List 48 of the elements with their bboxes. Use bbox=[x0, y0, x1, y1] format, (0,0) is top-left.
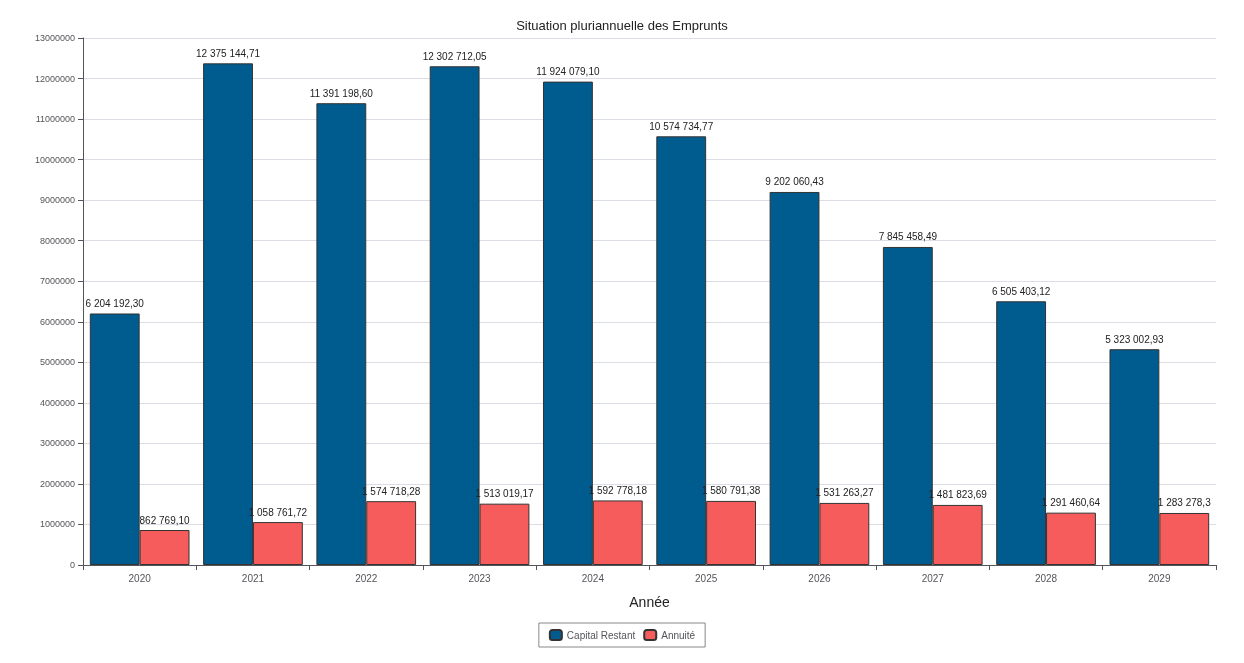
data-label: 1 531 263,27 bbox=[815, 487, 875, 499]
data-label: 1 580 791,38 bbox=[701, 485, 761, 497]
x-tick-label: 2028 bbox=[1034, 572, 1058, 584]
y-tick-label: 8000000 bbox=[39, 235, 75, 246]
y-tick-label: 6000000 bbox=[39, 316, 75, 327]
data-label: 1 574 718,28 bbox=[361, 485, 421, 497]
data-label: 1 481 823,69 bbox=[928, 489, 988, 501]
data-label: 1 283 278,3 bbox=[1157, 497, 1212, 509]
y-tick-label: 12000000 bbox=[34, 73, 75, 84]
data-label: 5 323 002,93 bbox=[1105, 333, 1165, 345]
data-label: 11 391 198,60 bbox=[309, 87, 374, 99]
chart-title: Situation pluriannuelle des Emprunts bbox=[516, 18, 729, 33]
x-tick-label: 2020 bbox=[128, 572, 152, 584]
y-tick-label: 10000000 bbox=[34, 154, 75, 165]
x-tick-label: 2024 bbox=[581, 572, 605, 584]
data-label: 6 204 192,30 bbox=[85, 297, 145, 309]
data-label: 7 845 458,49 bbox=[878, 231, 938, 243]
x-tick-label: 2022 bbox=[355, 572, 378, 584]
y-tick-label: 5000000 bbox=[39, 357, 75, 368]
x-tick-label: 2023 bbox=[468, 572, 492, 584]
data-label: 10 574 734,77 bbox=[649, 120, 714, 132]
data-label: 9 202 060,43 bbox=[765, 176, 825, 188]
data-label: 1 513 019,17 bbox=[475, 488, 535, 500]
y-tick-label: 0 bbox=[69, 560, 75, 570]
data-label: 12 302 712,05 bbox=[422, 50, 488, 62]
x-tick-label: 2025 bbox=[695, 572, 718, 584]
x-tick-label: 2026 bbox=[808, 572, 832, 584]
data-label: 1 058 761,72 bbox=[248, 506, 308, 518]
y-tick-label: 2000000 bbox=[39, 478, 75, 489]
data-label: 1 291 460,64 bbox=[1041, 497, 1101, 509]
x-tick-label: 2029 bbox=[1148, 572, 1171, 584]
y-tick-label: 3000000 bbox=[39, 438, 75, 449]
x-tick-label: 2027 bbox=[921, 572, 945, 584]
legend-label: Annuité bbox=[661, 629, 696, 641]
data-label: 862 769,10 bbox=[139, 514, 191, 526]
y-tick-label: 9000000 bbox=[39, 195, 75, 206]
data-label: 1 592 778,18 bbox=[588, 484, 648, 496]
data-label: 11 924 079,10 bbox=[536, 66, 600, 78]
y-tick-label: 7000000 bbox=[39, 276, 75, 287]
y-tick-label: 1000000 bbox=[39, 519, 75, 530]
y-tick-label: 4000000 bbox=[39, 397, 75, 408]
x-tick-label: 2021 bbox=[241, 572, 265, 584]
legend-label: Capital Restant bbox=[566, 629, 636, 641]
y-tick-label: 13000000 bbox=[34, 33, 75, 43]
data-label: 6 505 403,12 bbox=[991, 285, 1051, 297]
y-tick-label: 11000000 bbox=[35, 114, 75, 125]
x-axis-title: Année bbox=[629, 594, 670, 610]
data-label: 12 375 144,71 bbox=[196, 47, 261, 59]
